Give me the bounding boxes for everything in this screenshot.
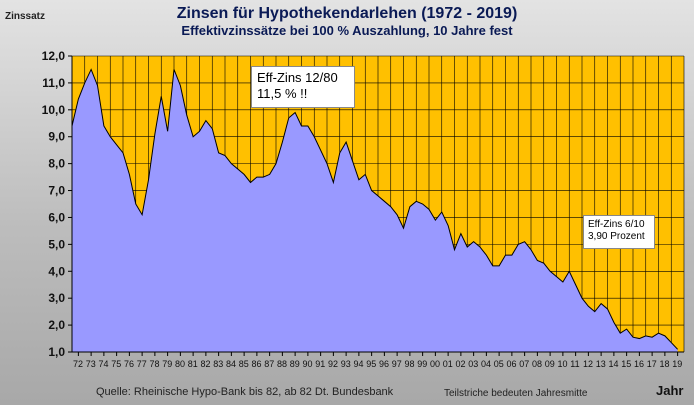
x-tick-label: 93: [341, 359, 351, 369]
y-tick-label: 6,0: [48, 210, 65, 224]
x-tick-label: 07: [519, 359, 529, 369]
x-tick-label: 79: [162, 359, 172, 369]
x-tick-label: 88: [277, 359, 287, 369]
x-tick-label: 12: [583, 359, 593, 369]
x-tick-label: 17: [647, 359, 657, 369]
x-tick-label: 91: [315, 359, 325, 369]
annotation-peak-line-1: Eff-Zins 12/80: [257, 70, 338, 85]
y-tick-label: 3,0: [48, 291, 65, 305]
x-tick-label: 99: [417, 359, 427, 369]
annotation-2010-line-1: Eff-Zins 6/10: [588, 219, 645, 230]
x-tick-label: 03: [468, 359, 478, 369]
x-tick-label: 76: [124, 359, 134, 369]
y-tick-label: 11,0: [42, 76, 65, 90]
x-tick-label: 10: [558, 359, 568, 369]
x-tick-label: 96: [379, 359, 389, 369]
x-tick-label: 15: [621, 359, 631, 369]
chart-title: Zinsen für Hypothekendarlehen (1972 - 20…: [176, 5, 518, 22]
x-tick-label: 82: [201, 359, 211, 369]
x-tick-label: 01: [443, 359, 453, 369]
y-tick-label: 1,0: [48, 345, 65, 359]
y-tick-label: 4,0: [48, 264, 65, 278]
y-tick-label: 7,0: [48, 184, 65, 198]
x-tick-label: 74: [99, 359, 109, 369]
x-tick-label: 84: [226, 359, 236, 369]
chart-subtitle: Effektivzinssätze bei 100 % Auszahlung, …: [181, 23, 513, 38]
y-tick-label: 9,0: [48, 130, 65, 144]
y-tick-label: 8,0: [48, 157, 65, 171]
x-tick-label: 11: [570, 359, 579, 369]
x-tick-label: 75: [111, 359, 121, 369]
annotation-2010-line-2: 3,90 Prozent: [588, 231, 645, 242]
x-tick-label: 89: [290, 359, 300, 369]
x-tick-label: 05: [494, 359, 504, 369]
x-tick-label: 90: [303, 359, 313, 369]
x-tick-label: 14: [609, 359, 619, 369]
source-note: Quelle: Rheinische Hypo-Bank bis 82, ab …: [96, 386, 394, 398]
x-tick-label: 73: [86, 359, 96, 369]
x-tick-label: 81: [188, 359, 198, 369]
annotation-peak-line-2: 11,5 % !!: [257, 85, 308, 101]
y-tick-label: 2,0: [48, 318, 65, 332]
x-tick-label: 95: [366, 359, 376, 369]
x-tick-label: 72: [73, 359, 83, 369]
x-tick-label: 13: [596, 359, 606, 369]
x-tick-label: 86: [252, 359, 262, 369]
x-axis-label: Jahr: [656, 383, 684, 398]
x-tick-label: 08: [532, 359, 542, 369]
x-tick-label: 94: [354, 359, 364, 369]
x-tick-label: 16: [634, 359, 644, 369]
x-tick-label: 02: [456, 359, 466, 369]
y-axis-label: Zinssatz: [5, 11, 46, 22]
x-tick-label: 04: [481, 359, 491, 369]
x-tick-label: 09: [545, 359, 555, 369]
x-tick-label: 92: [328, 359, 338, 369]
x-tick-label: 80: [175, 359, 185, 369]
y-tick-label: 5,0: [48, 237, 65, 251]
x-tick-label: 85: [239, 359, 249, 369]
x-tick-label: 19: [672, 359, 682, 369]
annotation-peak-1980: Eff-Zins 12/80 11,5 % !!: [251, 66, 355, 108]
rate-line: [71, 68, 678, 350]
x-tick-label: 83: [213, 359, 223, 369]
x-tick-label: 06: [507, 359, 517, 369]
rate-area: [72, 69, 678, 353]
x-tick-label: 77: [137, 359, 147, 369]
x-tick-label: 87: [264, 359, 274, 369]
y-tick-label: 12,0: [42, 49, 66, 63]
x-tick-label: 98: [405, 359, 415, 369]
annotation-2010: Eff-Zins 6/10 3,90 Prozent: [583, 215, 655, 249]
x-tick-label: 97: [392, 359, 402, 369]
y-tick-label: 10,0: [42, 103, 66, 117]
x-tick-label: 18: [660, 359, 670, 369]
x-tick-label: 78: [150, 359, 160, 369]
x-tick-label: 00: [430, 359, 440, 369]
tick-footnote: Teilstriche bedeuten Jahresmitte: [444, 388, 588, 399]
